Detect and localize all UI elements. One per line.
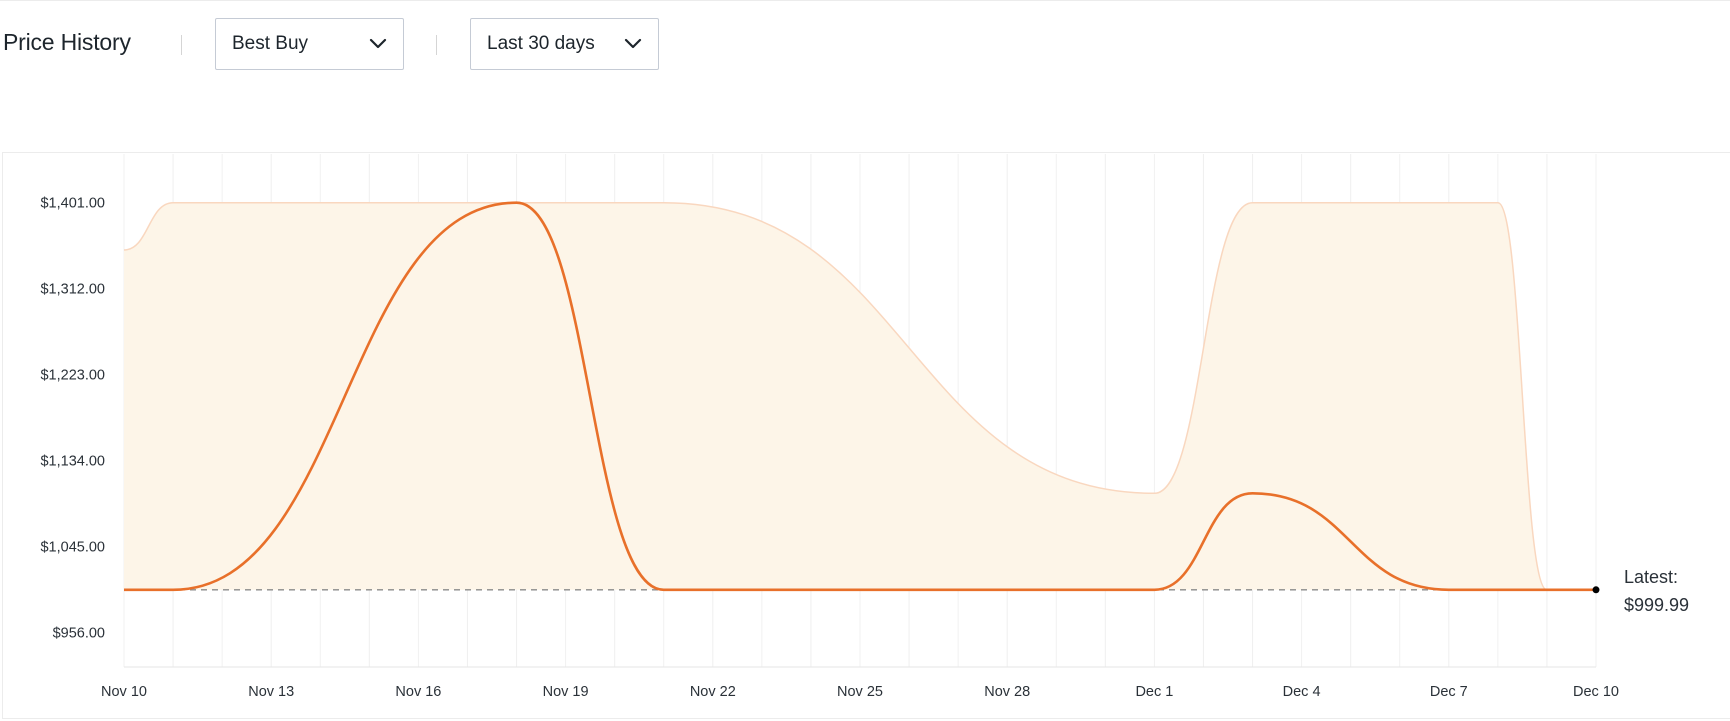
header-divider <box>181 35 182 55</box>
x-tick-label: Nov 10 <box>101 684 147 700</box>
y-tick-label: $1,401.00 <box>40 196 105 212</box>
range-dropdown-value: Last 30 days <box>487 33 595 54</box>
x-tick-label: Nov 25 <box>837 684 883 700</box>
x-tick-label: Nov 28 <box>984 684 1030 700</box>
range-dropdown[interactable]: Last 30 days <box>470 18 659 70</box>
x-tick-label: Nov 16 <box>395 684 441 700</box>
header-divider <box>436 35 437 55</box>
x-axis-ticks: Nov 10 Nov 13 Nov 16 Nov 19 Nov 22 Nov 25 Nov … <box>101 684 1619 700</box>
x-tick-label: Nov 22 <box>690 684 736 700</box>
x-tick-label: Dec 10 <box>1573 684 1619 700</box>
price-range-band <box>124 202 1547 590</box>
price-line <box>123 201 1596 592</box>
x-tick-label: Nov 13 <box>248 684 294 700</box>
x-tick-label: Dec 1 <box>1135 684 1173 700</box>
price-history-chart-card <box>2 152 1730 719</box>
x-tick-label: Dec 7 <box>1430 684 1468 700</box>
retailer-dropdown-value: Best Buy <box>232 33 309 54</box>
y-tick-label: $956.00 <box>53 625 105 641</box>
latest-value: $999.99 <box>1624 595 1689 615</box>
y-tick-label: $1,223.00 <box>40 368 105 384</box>
price-range-band-edge <box>123 201 1548 591</box>
latest-price-dot <box>1592 586 1600 594</box>
chevron-down-icon <box>369 38 387 49</box>
y-tick-label: $1,045.00 <box>40 539 105 555</box>
page-title: Price History <box>3 29 131 55</box>
y-axis-ticks: $1,401.00 $1,312.00 $1,223.00 $1,134.00 $1,0… <box>40 196 105 642</box>
y-tick-label: $1,134.00 <box>40 453 105 469</box>
x-tick-label: Dec 4 <box>1283 684 1321 700</box>
retailer-dropdown[interactable]: Best Buy <box>215 18 404 70</box>
x-tick-label: Nov 19 <box>543 684 589 700</box>
chevron-down-icon <box>624 38 642 49</box>
latest-label: Latest: <box>1624 567 1678 587</box>
top-divider <box>0 0 1730 1</box>
y-tick-label: $1,312.00 <box>40 282 105 298</box>
